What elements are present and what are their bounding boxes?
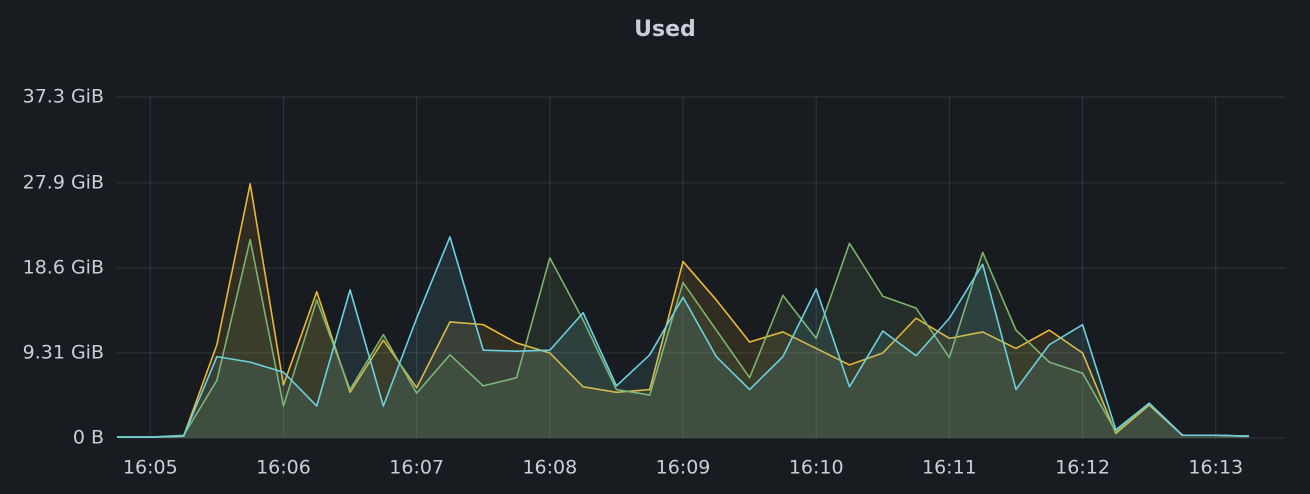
series-area	[117, 236, 1250, 438]
x-tick-label: 16:05	[123, 457, 178, 479]
x-tick-label: 16:07	[389, 457, 444, 479]
series-line	[117, 236, 1250, 438]
x-tick-label: 16:12	[1055, 457, 1110, 479]
x-tick-label: 16:11	[922, 457, 977, 479]
y-tick-label: 0 B	[73, 427, 104, 449]
series-area	[117, 239, 1250, 438]
x-tick-label: 16:13	[1188, 457, 1243, 479]
y-tick-label: 18.6 GiB	[23, 256, 104, 278]
x-tick-label: 16:06	[256, 457, 311, 479]
x-tick-label: 16:10	[789, 457, 844, 479]
series-line	[117, 238, 1250, 438]
chart-title: Used	[634, 17, 696, 42]
x-tick-label: 16:09	[656, 457, 711, 479]
series-area	[117, 183, 1250, 438]
y-tick-label: 37.3 GiB	[23, 86, 104, 108]
y-tick-label: 27.9 GiB	[23, 171, 104, 193]
y-tick-label: 9.31 GiB	[23, 341, 104, 363]
x-tick-label: 16:08	[522, 457, 577, 479]
